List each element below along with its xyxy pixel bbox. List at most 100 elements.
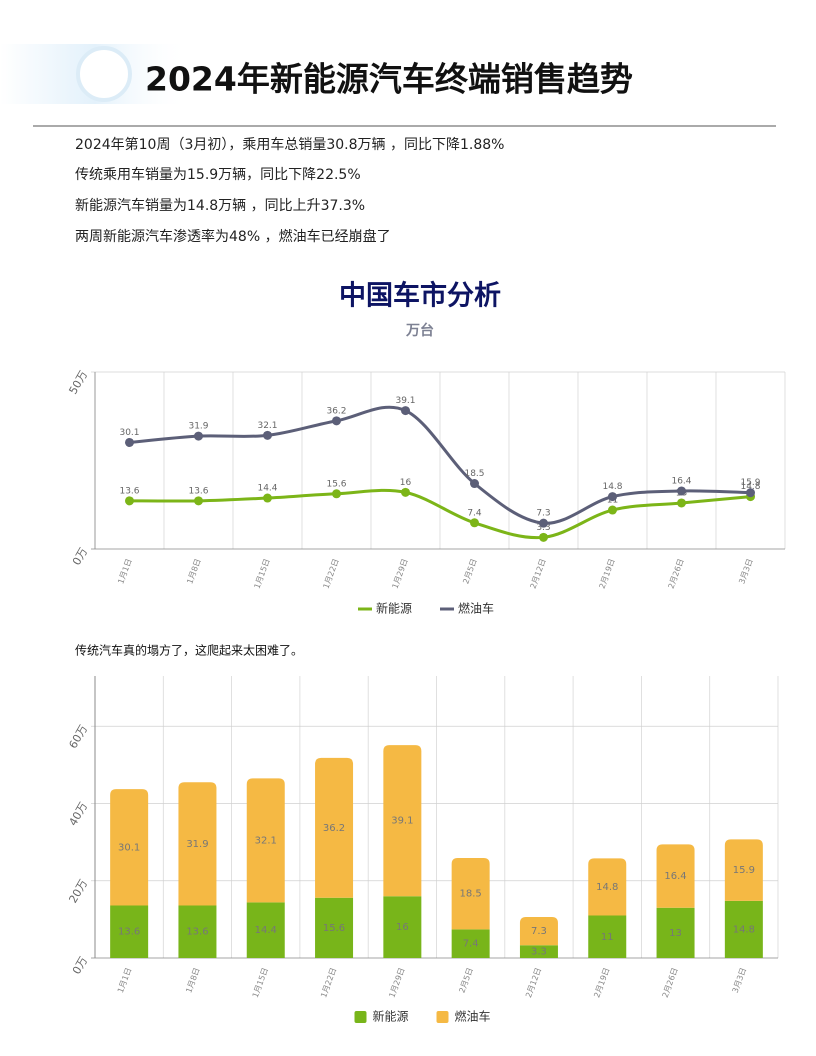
y-tick-label: 0万 <box>70 955 90 977</box>
data-label: 13.6 <box>188 486 208 496</box>
bar-segment <box>451 857 490 930</box>
point <box>263 430 272 440</box>
data-label: 15.6 <box>326 479 346 489</box>
x-tick-label: 1月1日 <box>116 966 133 994</box>
caption: 传统汽车真的塌方了，这爬起来太困难了。 <box>75 643 303 658</box>
data-label: 13.6 <box>118 927 140 938</box>
point <box>194 431 203 441</box>
point <box>539 518 548 528</box>
data-label: 14.4 <box>255 925 277 936</box>
paragraph: 两周新能源汽车渗透率为48% ，燃油车已经崩盘了 <box>75 228 391 245</box>
data-label: 16.4 <box>671 476 691 486</box>
point <box>539 532 548 542</box>
data-label: 39.1 <box>395 396 415 406</box>
data-label: 36.2 <box>323 823 345 834</box>
bar-segment <box>656 907 695 958</box>
point <box>125 437 134 447</box>
x-tick-label: 2月19日 <box>598 557 617 589</box>
data-label: 15.9 <box>740 478 760 488</box>
bar-segment <box>451 929 490 958</box>
x-tick-label: 1月8日 <box>185 557 202 585</box>
data-label: 14.4 <box>257 484 277 494</box>
x-tick-label: 1月8日 <box>184 966 201 994</box>
x-tick-label: 1月22日 <box>319 966 338 998</box>
legend-label: 燃油车 <box>455 1009 491 1024</box>
x-tick-label: 2月26日 <box>667 557 686 589</box>
data-label: 14.8 <box>596 882 618 893</box>
paragraph: 2024年第10周（3月初），乘用车总销量30.8万辆 ，同比下降1.88% <box>75 136 504 153</box>
bar-segment <box>110 789 149 906</box>
data-label: 3.3 <box>536 523 550 533</box>
point <box>332 416 341 426</box>
bar-segment <box>246 902 285 958</box>
bar-segment <box>724 839 763 901</box>
logo <box>76 46 132 102</box>
data-label: 18.5 <box>464 469 484 479</box>
chart-title: 中国车市分析 <box>339 280 501 312</box>
data-label: 14.8 <box>602 482 622 492</box>
point <box>677 486 686 496</box>
y-tick-label: 60万 <box>66 723 90 751</box>
point <box>746 488 755 498</box>
bar-segment <box>724 900 763 958</box>
y-tick-label: 20万 <box>66 877 90 905</box>
x-tick-label: 2月5日 <box>461 557 478 585</box>
x-tick-label: 1月15日 <box>251 966 270 998</box>
data-label: 18.5 <box>460 889 482 900</box>
bar-segment <box>519 917 558 946</box>
point <box>608 505 617 515</box>
data-label: 32.1 <box>257 421 277 431</box>
data-label: 13.6 <box>186 927 208 938</box>
data-label: 3.3 <box>531 947 547 958</box>
line <box>129 405 751 525</box>
page-title: 2024年新能源汽车终端销售趋势 <box>145 60 633 99</box>
point <box>332 489 341 499</box>
bar-segment <box>588 915 627 958</box>
data-label: 30.1 <box>119 428 139 438</box>
data-label: 16 <box>400 478 412 488</box>
bar-segment <box>383 745 422 897</box>
legend-label: 新能源 <box>373 1009 409 1024</box>
data-label: 31.9 <box>186 839 208 850</box>
data-label: 7.4 <box>463 939 479 950</box>
x-tick-label: 1月29日 <box>391 557 410 589</box>
line <box>129 488 751 540</box>
x-tick-label: 1月15日 <box>253 557 272 589</box>
x-tick-label: 2月12日 <box>524 966 543 998</box>
data-label: 15.6 <box>323 923 345 934</box>
point <box>401 487 410 497</box>
x-tick-label: 1月22日 <box>322 557 341 589</box>
point <box>401 406 410 416</box>
point <box>470 479 479 489</box>
bar-segment <box>178 782 217 906</box>
data-label: 39.1 <box>391 816 413 827</box>
bar-segment <box>656 844 695 908</box>
legend-swatch <box>354 1011 367 1023</box>
data-label: 16.4 <box>664 871 686 882</box>
point <box>677 498 686 508</box>
point <box>263 493 272 503</box>
bar-segment <box>383 896 422 958</box>
x-tick-label: 3月3日 <box>737 557 754 585</box>
data-label: 7.4 <box>467 508 482 518</box>
legend-label: 燃油车 <box>458 601 494 616</box>
bar-segment <box>315 897 354 958</box>
x-tick-label: 1月1日 <box>116 557 133 585</box>
data-label: 13.6 <box>119 486 139 496</box>
x-tick-label: 1月29日 <box>387 966 406 998</box>
point <box>470 518 479 528</box>
x-tick-label: 2月19日 <box>592 966 611 998</box>
bar-segment <box>110 905 149 958</box>
y-tick-label: 50万 <box>66 369 90 397</box>
x-tick-label: 2月12日 <box>529 557 548 589</box>
legend-label: 新能源 <box>376 601 412 616</box>
point <box>125 496 134 506</box>
data-label: 7.3 <box>536 509 550 519</box>
data-label: 36.2 <box>326 406 346 416</box>
bar-segment <box>246 778 285 903</box>
y-tick-label: 40万 <box>66 800 90 828</box>
data-label: 11 <box>601 932 614 943</box>
point <box>194 496 203 506</box>
chart-subtitle: 万台 <box>405 322 434 339</box>
